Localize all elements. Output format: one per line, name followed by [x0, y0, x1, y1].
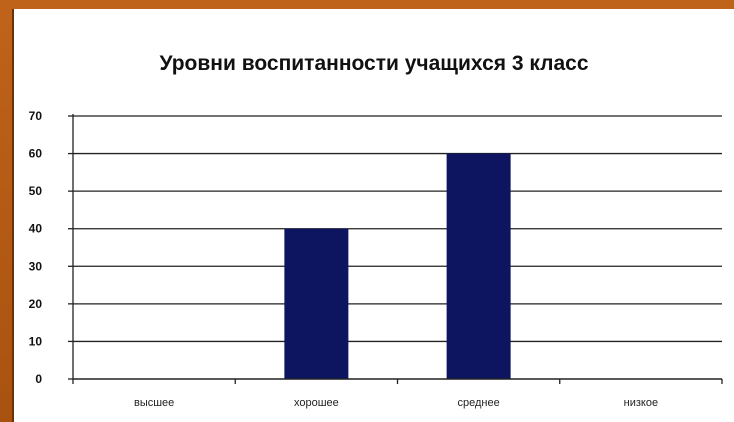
bar: [284, 228, 349, 379]
y-tick-label: 0: [35, 372, 42, 386]
y-tick-label: 10: [29, 334, 43, 348]
y-tick-label: 30: [29, 259, 43, 273]
x-category-label: низкое: [624, 397, 658, 409]
y-tick-label: 60: [29, 147, 43, 161]
y-tick-label: 40: [29, 222, 43, 236]
chart-panel: Уровни воспитанности учащихся 3 класс 0 1…: [12, 9, 734, 422]
y-tick-label: 20: [29, 297, 43, 311]
y-tick-label: 50: [29, 184, 43, 198]
x-category-label: среднее: [458, 397, 500, 409]
y-tick-label: 70: [29, 109, 43, 123]
bars: [284, 153, 511, 379]
chart-title: Уровни воспитанности учащихся 3 класс: [159, 52, 589, 75]
x-category-label: хорошее: [294, 397, 339, 409]
labels: 0 10 20 30 40 50 60 70 высшее хорошее среднее низко…: [29, 109, 658, 409]
axes: [68, 114, 723, 384]
bar-chart: 0 10 20 30 40 50 60 70 высшее хорошее среднее низко…: [29, 109, 723, 409]
bar: [446, 153, 511, 379]
gridlines: [73, 115, 722, 343]
x-category-label: высшее: [134, 397, 174, 409]
